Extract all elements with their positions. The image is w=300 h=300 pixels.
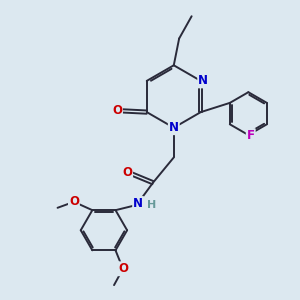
Text: O: O bbox=[118, 262, 128, 275]
Text: N: N bbox=[169, 121, 179, 134]
Text: O: O bbox=[112, 104, 122, 117]
Text: N: N bbox=[198, 74, 208, 87]
Text: O: O bbox=[122, 166, 132, 179]
Text: N: N bbox=[133, 197, 143, 210]
Text: H: H bbox=[147, 200, 156, 210]
Text: O: O bbox=[69, 195, 79, 208]
Text: F: F bbox=[247, 129, 255, 142]
